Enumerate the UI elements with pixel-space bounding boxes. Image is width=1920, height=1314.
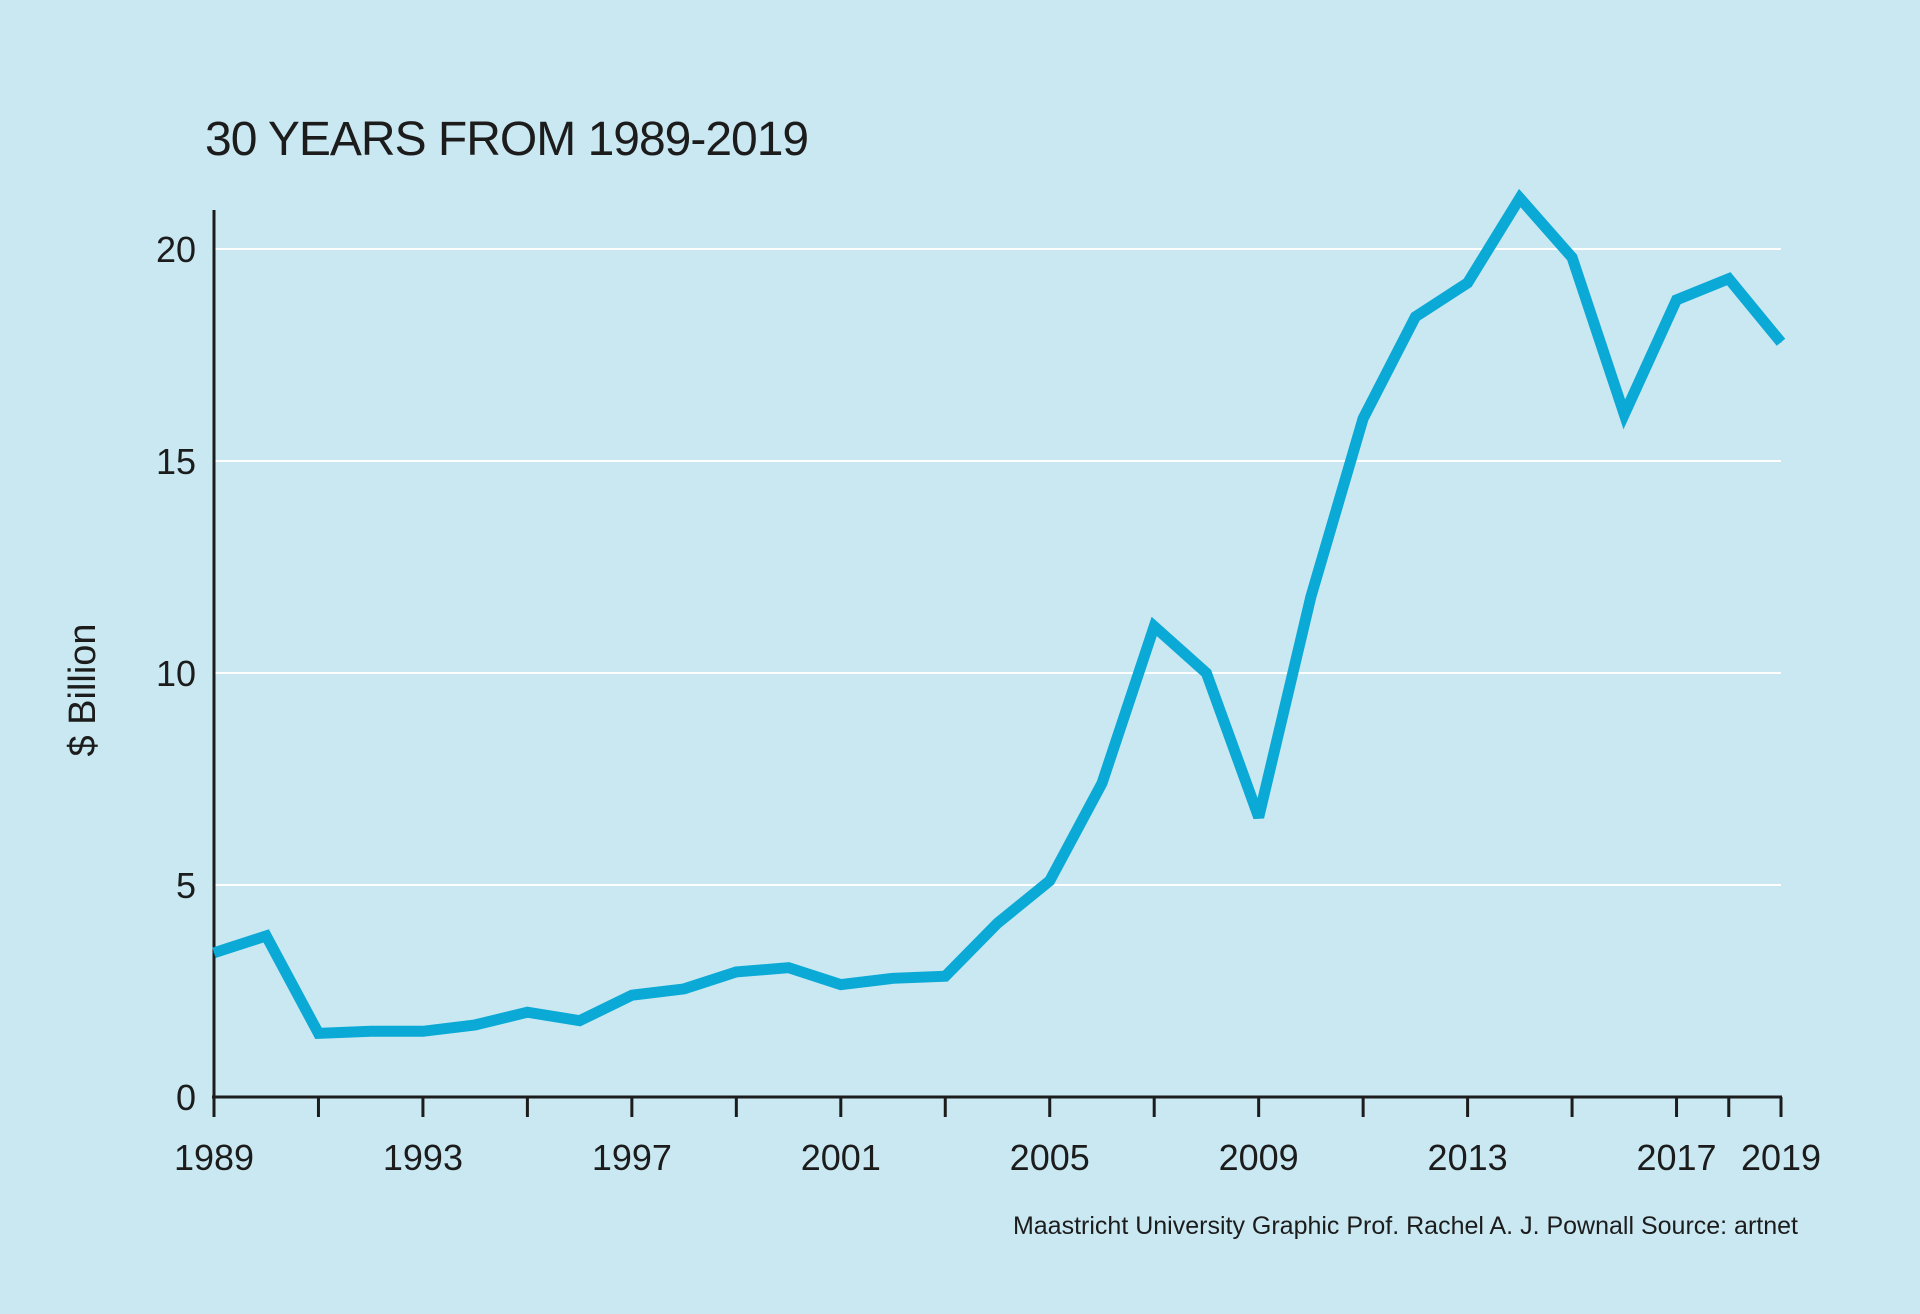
data-point-2001 xyxy=(840,984,842,986)
series-layer xyxy=(212,188,1786,1040)
data-point-1996 xyxy=(579,1020,581,1022)
y-axis-label: $ Billion xyxy=(62,623,104,756)
data-point-2012 xyxy=(1414,316,1416,318)
x-tick-label-1989: 1989 xyxy=(174,1137,254,1178)
data-point-2019 xyxy=(1780,341,1782,343)
data-point-2018 xyxy=(1728,278,1730,280)
data-point-2013 xyxy=(1467,282,1469,284)
data-point-1993 xyxy=(422,1030,424,1032)
x-tick-label-1997: 1997 xyxy=(592,1137,672,1178)
data-point-1999 xyxy=(735,971,737,973)
data-point-2010 xyxy=(1310,596,1312,598)
axes: 0 5 10 15 20 1989 1993 1997 2001 2005 2009 2013 2017… xyxy=(156,210,1821,1178)
data-point-1990 xyxy=(265,935,267,937)
data-point-1991 xyxy=(317,1032,319,1034)
series-line xyxy=(212,188,1786,1040)
data-point-1992 xyxy=(370,1030,372,1032)
x-tick-label-2013: 2013 xyxy=(1428,1137,1508,1178)
y-tick-label-0: 0 xyxy=(176,1077,196,1118)
gridlines xyxy=(214,248,1781,886)
data-point-2014 xyxy=(1519,197,1521,199)
y-tick-label-15: 15 xyxy=(156,441,196,482)
x-tick-label-2017: 2017 xyxy=(1636,1137,1716,1178)
data-point-2000 xyxy=(788,967,790,969)
data-point-1994 xyxy=(474,1024,476,1026)
data-point-2004 xyxy=(997,922,998,924)
x-tick-label-2001: 2001 xyxy=(801,1137,881,1178)
data-point-1998 xyxy=(683,988,685,990)
data-point-2005 xyxy=(1049,880,1051,882)
x-tick-label-2005: 2005 xyxy=(1010,1137,1090,1178)
data-point-2007 xyxy=(1153,625,1155,627)
x-tick-label-2009: 2009 xyxy=(1219,1137,1299,1178)
x-tick-label-1993: 1993 xyxy=(383,1137,463,1178)
source-credit: Maastricht University Graphic Prof. Rach… xyxy=(1013,1212,1798,1240)
y-tick-label-5: 5 xyxy=(176,865,196,906)
chart-title: 30 YEARS FROM 1989-2019 xyxy=(205,113,808,166)
data-point-1989 xyxy=(213,952,215,954)
y-tick-label-10: 10 xyxy=(156,653,196,694)
x-tick-label-2019: 2019 xyxy=(1741,1137,1821,1178)
data-point-2017 xyxy=(1676,299,1678,301)
data-point-2016 xyxy=(1623,413,1625,415)
data-point-2015 xyxy=(1571,256,1573,258)
data-point-1997 xyxy=(631,994,633,996)
data-point-1995 xyxy=(526,1011,528,1013)
data-point-2008 xyxy=(1205,672,1207,674)
data-point-2003 xyxy=(944,975,946,977)
y-tick-label-20: 20 xyxy=(156,229,196,270)
data-point-2009 xyxy=(1258,816,1260,818)
data-point-2006 xyxy=(1101,782,1103,784)
data-point-2011 xyxy=(1362,418,1364,420)
data-point-2002 xyxy=(892,977,894,979)
